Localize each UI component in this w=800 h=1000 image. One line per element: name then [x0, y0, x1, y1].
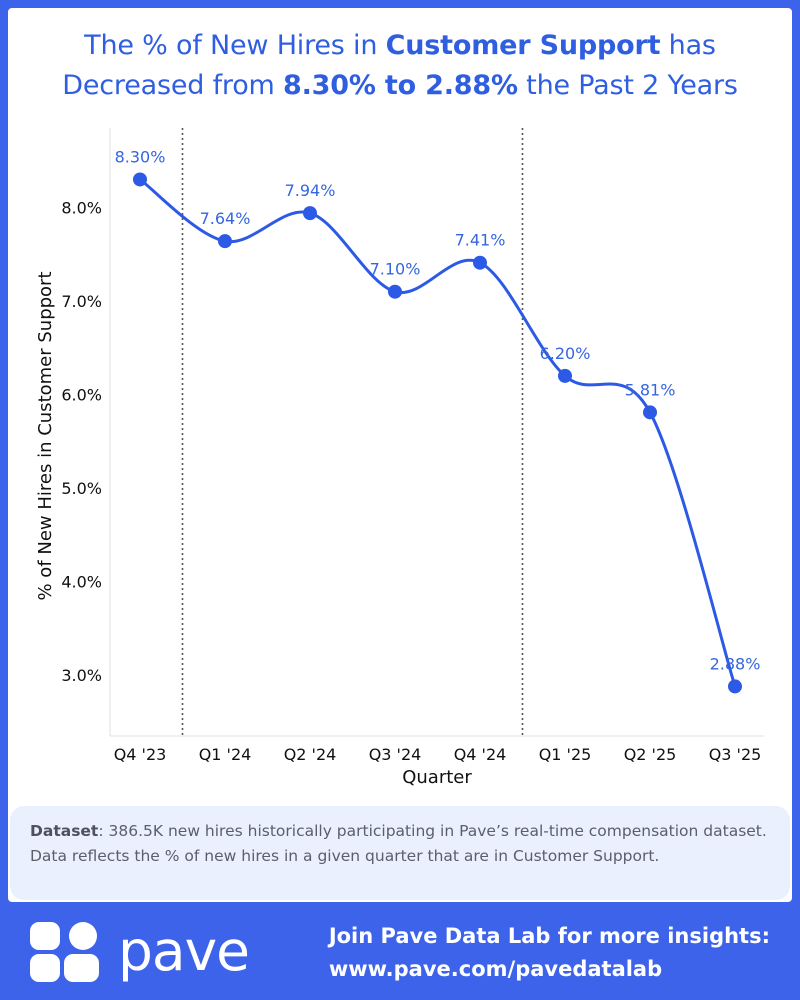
- series-line: [138, 177, 737, 688]
- data-labels: 8.30% 7.64% 7.94% 7.10% 7.41% 6.20% 5.81% 2.88%: [115, 147, 761, 673]
- dataset-note-text: Dataset: 386.5K new hires historically p…: [30, 819, 775, 868]
- x-tick-label: Q3 '25: [709, 745, 762, 764]
- title-line1-pre: The % of New Hires in: [84, 30, 386, 61]
- x-tick-label: Q2 '24: [284, 745, 337, 764]
- title-line2-pre: Decreased from: [62, 70, 283, 101]
- data-label: 7.41%: [455, 231, 506, 250]
- line-chart: 3.0% 4.0% 5.0% 6.0% 7.0% 8.0% Q4 '23 Q1 '24 Q2 '…: [35, 128, 764, 788]
- data-label: 7.64%: [200, 209, 251, 228]
- data-point: [388, 284, 402, 299]
- data-point: [473, 255, 487, 270]
- cta-link[interactable]: www.pave.com/pavedatalab: [328, 957, 663, 981]
- title-line2-post: the Past 2 Years: [517, 70, 738, 101]
- data-label: 7.94%: [285, 181, 336, 200]
- data-point: [218, 234, 232, 249]
- data-point: [303, 206, 317, 221]
- y-tick-label: 8.0%: [61, 199, 102, 218]
- x-tick-label: Q2 '25: [624, 745, 677, 764]
- chart-card: [8, 8, 792, 902]
- y-tick-label: 6.0%: [61, 386, 102, 405]
- y-tick-label: 7.0%: [61, 292, 102, 311]
- footer-cta: Join Pave Data Lab for more insights: ww…: [329, 920, 770, 986]
- dataset-note: Dataset: 386.5K new hires historically p…: [10, 806, 790, 900]
- dataset-label: Dataset: [30, 822, 99, 840]
- data-point: [643, 405, 657, 420]
- data-label: 8.30%: [115, 147, 166, 166]
- data-label: 2.88%: [710, 654, 761, 673]
- data-point: [133, 172, 147, 187]
- x-axis-title: Quarter: [402, 767, 472, 788]
- data-point: [558, 368, 572, 383]
- chart-title: The % of New Hires in Customer Support h…: [0, 26, 800, 106]
- axes: [109, 128, 764, 737]
- title-line1-post: has: [660, 30, 716, 61]
- y-tick-label: 5.0%: [61, 479, 102, 498]
- cta-line-1: Join Pave Data Lab for more insights:: [328, 924, 770, 948]
- x-tick-label: Q1 '25: [539, 745, 592, 764]
- period-separators: [181, 128, 524, 736]
- title-line1-bold: Customer Support: [385, 30, 661, 61]
- data-label: 5.81%: [625, 380, 676, 399]
- x-tick-label: Q4 '23: [114, 745, 167, 764]
- data-point: [728, 679, 742, 694]
- x-tick-label: Q1 '24: [199, 745, 252, 764]
- data-label: 7.10%: [370, 260, 421, 279]
- x-tick-label: Q3 '24: [369, 745, 422, 764]
- pave-logo-icon: [30, 922, 99, 982]
- y-tick-label: 3.0%: [61, 666, 102, 685]
- tick-labels: 3.0% 4.0% 5.0% 6.0% 7.0% 8.0% Q4 '23 Q1 '24 Q2 '…: [61, 199, 761, 764]
- y-axis-title: % of New Hires in Customer Support: [35, 271, 56, 600]
- data-points: [133, 172, 742, 694]
- y-tick-label: 4.0%: [61, 573, 102, 592]
- dataset-description: : 386.5K new hires historically particip…: [30, 822, 767, 865]
- brand-wordmark: pave: [118, 919, 250, 983]
- x-tick-label: Q4 '24: [454, 745, 507, 764]
- title-line2-bold: 8.30% to 2.88%: [283, 70, 518, 101]
- data-label: 6.20%: [540, 344, 591, 363]
